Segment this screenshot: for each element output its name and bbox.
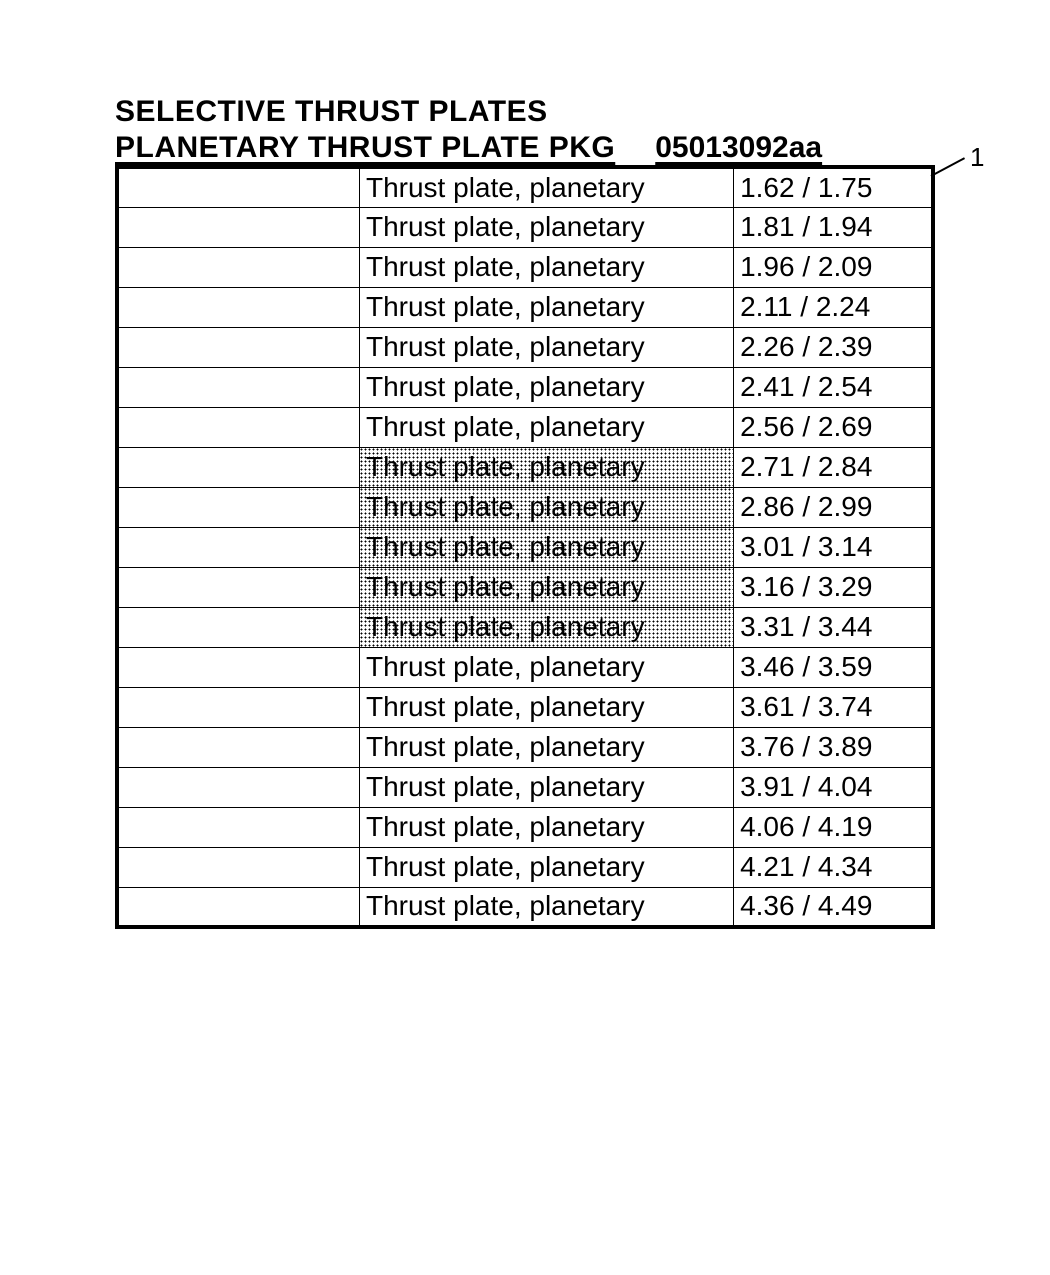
cell-description: Thrust plate, planetary	[359, 407, 733, 447]
cell-value: 3.91 / 4.04	[734, 767, 933, 807]
table-row: Thrust plate, planetary2.26 / 2.39	[117, 327, 933, 367]
cell-col1	[117, 287, 359, 327]
cell-col1	[117, 647, 359, 687]
table-row: Thrust plate, planetary3.76 / 3.89	[117, 727, 933, 767]
cell-description: Thrust plate, planetary	[359, 807, 733, 847]
cell-value: 3.16 / 3.29	[734, 567, 933, 607]
table-row: Thrust plate, planetary4.06 / 4.19	[117, 807, 933, 847]
table-row: Thrust plate, planetary2.56 / 2.69	[117, 407, 933, 447]
cell-description: Thrust plate, planetary	[359, 567, 733, 607]
cell-description: Thrust plate, planetary	[359, 767, 733, 807]
cell-value: 3.01 / 3.14	[734, 527, 933, 567]
cell-col1	[117, 167, 359, 207]
title-line-1: SELECTIVE THRUST PLATES	[115, 95, 935, 129]
cell-value: 2.56 / 2.69	[734, 407, 933, 447]
cell-value: 4.21 / 4.34	[734, 847, 933, 887]
cell-description: Thrust plate, planetary	[359, 607, 733, 647]
cell-description: Thrust plate, planetary	[359, 527, 733, 567]
cell-value: 1.96 / 2.09	[734, 247, 933, 287]
cell-col1	[117, 807, 359, 847]
title-line-2: PLANETARY THRUST PLATE PKG	[115, 131, 615, 165]
cell-description: Thrust plate, planetary	[359, 247, 733, 287]
cell-col1	[117, 247, 359, 287]
cell-description: Thrust plate, planetary	[359, 687, 733, 727]
cell-description: Thrust plate, planetary	[359, 447, 733, 487]
table-row: Thrust plate, planetary1.96 / 2.09	[117, 247, 933, 287]
table-row: Thrust plate, planetary1.81 / 1.94	[117, 207, 933, 247]
cell-value: 3.76 / 3.89	[734, 727, 933, 767]
cell-value: 3.46 / 3.59	[734, 647, 933, 687]
cell-col1	[117, 887, 359, 927]
cell-col1	[117, 327, 359, 367]
cell-col1	[117, 767, 359, 807]
cell-description: Thrust plate, planetary	[359, 647, 733, 687]
callout-leader-line	[931, 157, 965, 177]
cell-value: 4.06 / 4.19	[734, 807, 933, 847]
cell-description: Thrust plate, planetary	[359, 847, 733, 887]
callout-number: 1	[970, 142, 984, 173]
table-row: Thrust plate, planetary2.41 / 2.54	[117, 367, 933, 407]
cell-value: 1.62 / 1.75	[734, 167, 933, 207]
cell-col1	[117, 207, 359, 247]
thrust-plate-table: Thrust plate, planetary1.62 / 1.75Thrust…	[115, 165, 935, 929]
cell-value: 2.41 / 2.54	[734, 367, 933, 407]
cell-value: 2.11 / 2.24	[734, 287, 933, 327]
table-row: Thrust plate, planetary3.46 / 3.59	[117, 647, 933, 687]
table-row: Thrust plate, planetary3.91 / 4.04	[117, 767, 933, 807]
cell-value: 1.81 / 1.94	[734, 207, 933, 247]
cell-col1	[117, 727, 359, 767]
table-row: Thrust plate, planetary3.16 / 3.29	[117, 567, 933, 607]
cell-description: Thrust plate, planetary	[359, 327, 733, 367]
cell-col1	[117, 687, 359, 727]
table-row: Thrust plate, planetary4.21 / 4.34	[117, 847, 933, 887]
cell-col1	[117, 607, 359, 647]
cell-col1	[117, 487, 359, 527]
table-row: Thrust plate, planetary3.01 / 3.14	[117, 527, 933, 567]
cell-value: 2.26 / 2.39	[734, 327, 933, 367]
cell-value: 3.61 / 3.74	[734, 687, 933, 727]
cell-value: 2.86 / 2.99	[734, 487, 933, 527]
table-row: Thrust plate, planetary1.62 / 1.75	[117, 167, 933, 207]
table-row: Thrust plate, planetary3.61 / 3.74	[117, 687, 933, 727]
cell-col1	[117, 447, 359, 487]
cell-value: 2.71 / 2.84	[734, 447, 933, 487]
cell-description: Thrust plate, planetary	[359, 367, 733, 407]
cell-value: 3.31 / 3.44	[734, 607, 933, 647]
part-number: 05013092aa	[655, 131, 822, 165]
cell-description: Thrust plate, planetary	[359, 167, 733, 207]
cell-description: Thrust plate, planetary	[359, 887, 733, 927]
table-row: Thrust plate, planetary2.71 / 2.84	[117, 447, 933, 487]
table-row: Thrust plate, planetary2.86 / 2.99	[117, 487, 933, 527]
title-line-2-row: PLANETARY THRUST PLATE PKG 05013092aa	[115, 131, 935, 165]
cell-description: Thrust plate, planetary	[359, 727, 733, 767]
cell-col1	[117, 567, 359, 607]
cell-description: Thrust plate, planetary	[359, 287, 733, 327]
cell-col1	[117, 527, 359, 567]
cell-description: Thrust plate, planetary	[359, 487, 733, 527]
table-row: Thrust plate, planetary3.31 / 3.44	[117, 607, 933, 647]
table-row: Thrust plate, planetary4.36 / 4.49	[117, 887, 933, 927]
cell-col1	[117, 407, 359, 447]
cell-col1	[117, 847, 359, 887]
cell-description: Thrust plate, planetary	[359, 207, 733, 247]
table-row: Thrust plate, planetary2.11 / 2.24	[117, 287, 933, 327]
cell-col1	[117, 367, 359, 407]
cell-value: 4.36 / 4.49	[734, 887, 933, 927]
